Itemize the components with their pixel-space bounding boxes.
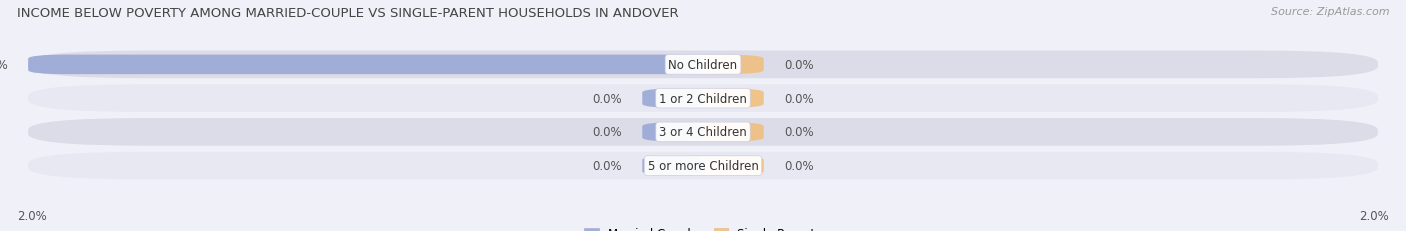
- FancyBboxPatch shape: [643, 89, 703, 108]
- Text: 0.0%: 0.0%: [592, 92, 621, 105]
- Text: 0.0%: 0.0%: [785, 92, 814, 105]
- Text: 2.0%: 2.0%: [17, 209, 46, 222]
- FancyBboxPatch shape: [703, 156, 763, 176]
- FancyBboxPatch shape: [703, 55, 763, 75]
- Text: Source: ZipAtlas.com: Source: ZipAtlas.com: [1271, 7, 1389, 17]
- FancyBboxPatch shape: [28, 85, 1378, 112]
- FancyBboxPatch shape: [28, 55, 703, 75]
- Text: 0.0%: 0.0%: [785, 159, 814, 172]
- Text: 2.0%: 2.0%: [1360, 209, 1389, 222]
- Text: 3 or 4 Children: 3 or 4 Children: [659, 126, 747, 139]
- Text: 0.0%: 0.0%: [785, 59, 814, 72]
- Text: INCOME BELOW POVERTY AMONG MARRIED-COUPLE VS SINGLE-PARENT HOUSEHOLDS IN ANDOVER: INCOME BELOW POVERTY AMONG MARRIED-COUPL…: [17, 7, 679, 20]
- Text: 5 or more Children: 5 or more Children: [648, 159, 758, 172]
- Text: 1 or 2 Children: 1 or 2 Children: [659, 92, 747, 105]
- Text: No Children: No Children: [668, 59, 738, 72]
- FancyBboxPatch shape: [643, 123, 703, 142]
- Text: 0.0%: 0.0%: [592, 126, 621, 139]
- FancyBboxPatch shape: [703, 123, 763, 142]
- Text: 0.0%: 0.0%: [592, 159, 621, 172]
- Text: 2.0%: 2.0%: [0, 59, 8, 72]
- Legend: Married Couples, Single Parents: Married Couples, Single Parents: [585, 227, 821, 231]
- FancyBboxPatch shape: [28, 51, 1378, 79]
- FancyBboxPatch shape: [643, 156, 703, 176]
- FancyBboxPatch shape: [28, 119, 1378, 146]
- Text: 0.0%: 0.0%: [785, 126, 814, 139]
- FancyBboxPatch shape: [28, 152, 1378, 180]
- FancyBboxPatch shape: [703, 89, 763, 108]
